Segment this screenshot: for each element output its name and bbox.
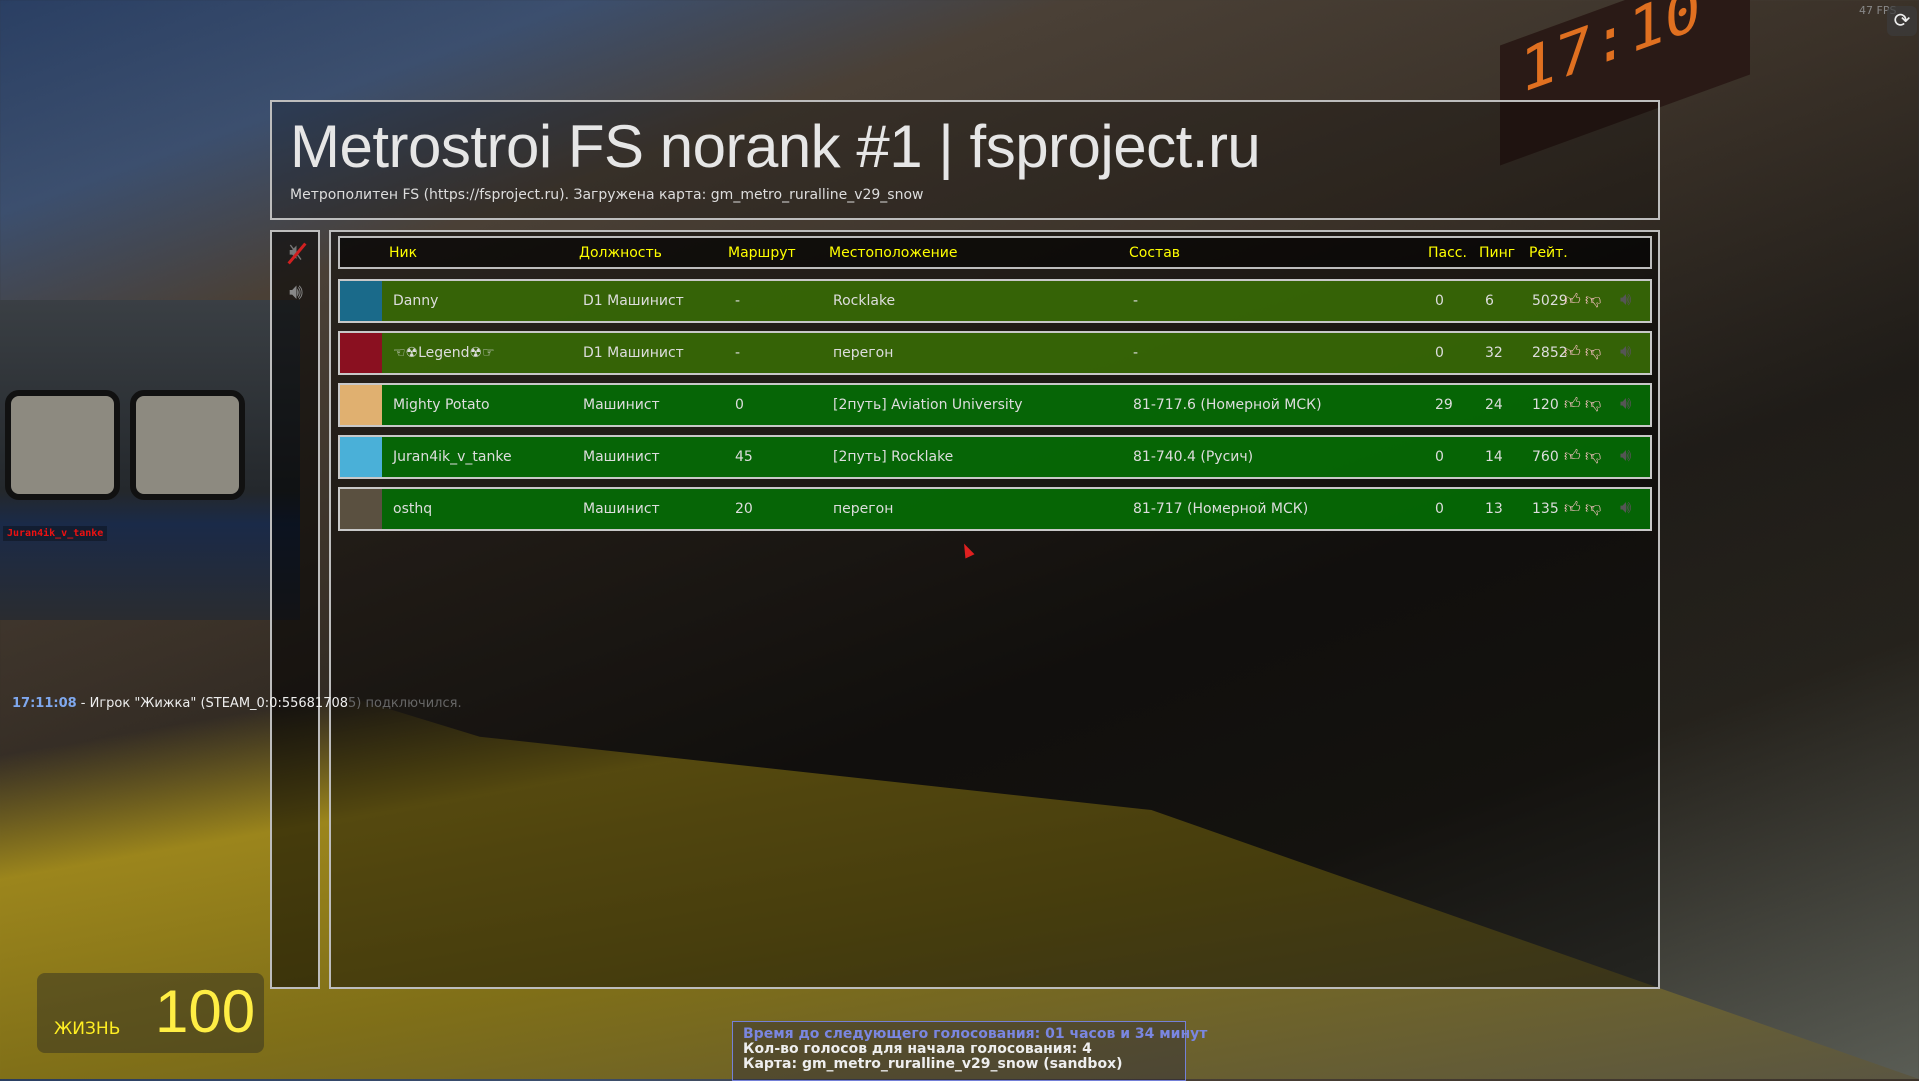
player-train: -	[1133, 293, 1139, 309]
server-title: Metrostroi FS norank #1 | fsproject.ru	[290, 113, 1261, 180]
player-location: перегон	[833, 501, 894, 517]
player-train: 81-740.4 (Русич)	[1133, 449, 1254, 465]
player-rating: 135	[1532, 501, 1559, 517]
player-passengers: 29	[1435, 397, 1453, 413]
avatar[interactable]	[340, 489, 382, 529]
refresh-icon[interactable]: ⟳	[1887, 6, 1917, 36]
health-label: ЖИЗНЬ	[54, 1019, 121, 1039]
player-post: D1 Машинист	[583, 345, 684, 361]
thumbs-up-icon[interactable]: 👍︎	[1564, 342, 1581, 361]
player-post: D1 Машинист	[583, 293, 684, 309]
vote-time: Время до следующего голосования: 01 часо…	[743, 1026, 1208, 1042]
thumbs-down-icon[interactable]: 👎︎	[1585, 446, 1602, 465]
thumbs-down-icon[interactable]: 👎︎	[1585, 290, 1602, 309]
player-row[interactable]: osthq Машинист 20 перегон 81-717 (Номерной М…	[338, 487, 1652, 531]
player-passengers: 0	[1435, 293, 1444, 309]
table-header: Ник Должность Маршрут Местоположение Сос…	[338, 236, 1652, 269]
player-nametag: Juran4ik_v_tanke	[3, 526, 108, 541]
col-location: Местоположение	[829, 245, 958, 261]
health-display: ЖИЗНЬ 100	[37, 973, 264, 1053]
player-location: перегон	[833, 345, 894, 361]
thumbs-up-icon[interactable]: 👍︎	[1564, 394, 1581, 413]
player-passengers: 0	[1435, 501, 1444, 517]
player-ping: 32	[1485, 345, 1503, 361]
chat-time: 17:11:08	[12, 696, 77, 711]
thumbs-down-icon[interactable]: 👎︎	[1585, 342, 1602, 361]
speaker-muted-icon[interactable]: 🔇︎	[282, 240, 310, 268]
health-value: 100	[155, 978, 256, 1045]
col-pass: Пасс.	[1428, 245, 1467, 261]
player-ping: 6	[1485, 293, 1494, 309]
col-nick: Ник	[389, 245, 418, 261]
avatar[interactable]	[340, 385, 382, 425]
player-rating: 5029	[1532, 293, 1568, 309]
speaker-icon[interactable]: 🔊︎	[289, 280, 303, 305]
player-route: 45	[735, 449, 753, 465]
player-post: Машинист	[583, 397, 660, 413]
avatar[interactable]	[340, 333, 382, 373]
player-rating: 2852	[1532, 345, 1568, 361]
player-row[interactable]: Juran4ik_v_tanke Машинист 45 [2путь] Rockla…	[338, 435, 1652, 479]
chat-text-faded: 5) подключился.	[348, 696, 462, 711]
player-train: 81-717.6 (Номерной МСК)	[1133, 397, 1322, 413]
player-nick: Juran4ik_v_tanke	[393, 449, 512, 465]
player-rating: 120	[1532, 397, 1559, 413]
speaker-icon[interactable]: 🔊︎	[1620, 289, 1632, 310]
player-ping: 14	[1485, 449, 1503, 465]
player-row[interactable]: Mighty Potato Машинист 0 [2путь] Aviation U…	[338, 383, 1652, 427]
player-ping: 24	[1485, 397, 1503, 413]
player-passengers: 0	[1435, 345, 1444, 361]
player-location: Rocklake	[833, 293, 896, 309]
avatar[interactable]	[340, 437, 382, 477]
thumbs-down-icon[interactable]: 👎︎	[1585, 394, 1602, 413]
player-train: -	[1133, 345, 1139, 361]
scoreboard-sidebar: 🔇︎ 🔊︎	[270, 230, 320, 989]
player-nick: Danny	[393, 293, 439, 309]
col-route: Маршрут	[728, 245, 796, 261]
player-post: Машинист	[583, 449, 660, 465]
chat-message: 17:11:08 - Игрок "Жижка" (STEAM_0:0:5568…	[12, 696, 462, 711]
player-rating: 760	[1532, 449, 1559, 465]
col-post: Должность	[579, 245, 662, 261]
col-ping: Пинг	[1479, 245, 1516, 261]
avatar[interactable]	[340, 281, 382, 321]
player-route: -	[735, 293, 741, 309]
player-row[interactable]: Danny D1 Машинист - Rocklake - 0 6 5029 👍︎ 👎︎ 🔊︎	[338, 279, 1652, 323]
thumbs-up-icon[interactable]: 👍︎	[1564, 290, 1581, 309]
player-post: Машинист	[583, 501, 660, 517]
player-passengers: 0	[1435, 449, 1444, 465]
speaker-icon[interactable]: 🔊︎	[1620, 497, 1632, 518]
col-train: Состав	[1129, 245, 1181, 261]
vote-info: Время до следующего голосования: 01 часо…	[732, 1021, 1208, 1081]
player-location: [2путь] Rocklake	[833, 449, 954, 465]
server-header: Metrostroi FS norank #1 | fsproject.ru М…	[270, 100, 1660, 220]
speaker-icon[interactable]: 🔊︎	[1620, 445, 1632, 466]
train-window	[5, 390, 120, 500]
thumbs-down-icon[interactable]: 👎︎	[1585, 498, 1602, 517]
thumbs-up-icon[interactable]: 👍︎	[1564, 498, 1581, 517]
player-row[interactable]: ☜☢Legend☢☞ D1 Машинист - перегон - 0 32 2852 👍︎ 👎…	[338, 331, 1652, 375]
col-rating: Рейт.	[1529, 245, 1568, 261]
server-subtitle: Метрополитен FS (https://fsproject.ru). …	[290, 187, 924, 203]
player-route: -	[735, 345, 741, 361]
player-route: 20	[735, 501, 753, 517]
player-ping: 13	[1485, 501, 1503, 517]
player-location: [2путь] Aviation University	[833, 397, 1023, 413]
player-nick: osthq	[393, 501, 433, 517]
player-route: 0	[735, 397, 744, 413]
chat-text: - Игрок "Жижка" (STEAM_0:0:55681708	[76, 696, 349, 711]
speaker-icon[interactable]: 🔊︎	[1620, 393, 1632, 414]
player-train: 81-717 (Номерной МСК)	[1133, 501, 1309, 517]
background-train	[0, 300, 300, 620]
vote-map: Карта: gm_metro_ruralline_v29_snow (sand…	[743, 1056, 1123, 1072]
player-nick: ☜☢Legend☢☞	[393, 345, 495, 361]
thumbs-up-icon[interactable]: 👍︎	[1564, 446, 1581, 465]
vote-count: Кол-во голосов для начала голосования: 4	[743, 1041, 1092, 1057]
train-window	[130, 390, 245, 500]
player-nick: Mighty Potato	[393, 397, 490, 413]
speaker-icon[interactable]: 🔊︎	[1620, 341, 1632, 362]
